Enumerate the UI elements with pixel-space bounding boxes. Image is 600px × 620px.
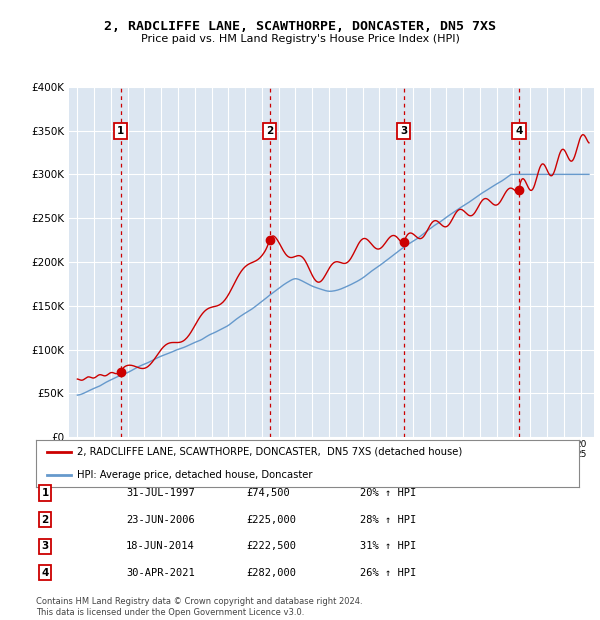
Text: 1: 1	[41, 488, 49, 498]
Text: 26% ↑ HPI: 26% ↑ HPI	[360, 568, 416, 578]
Text: 31-JUL-1997: 31-JUL-1997	[126, 488, 195, 498]
Text: 20% ↑ HPI: 20% ↑ HPI	[360, 488, 416, 498]
Text: 3: 3	[41, 541, 49, 551]
Text: 23-JUN-2006: 23-JUN-2006	[126, 515, 195, 525]
Text: 1: 1	[117, 126, 124, 136]
Text: 31% ↑ HPI: 31% ↑ HPI	[360, 541, 416, 551]
Text: 2: 2	[41, 515, 49, 525]
Text: Price paid vs. HM Land Registry's House Price Index (HPI): Price paid vs. HM Land Registry's House …	[140, 34, 460, 44]
Text: HPI: Average price, detached house, Doncaster: HPI: Average price, detached house, Donc…	[77, 470, 312, 480]
Text: 30-APR-2021: 30-APR-2021	[126, 568, 195, 578]
Text: 18-JUN-2014: 18-JUN-2014	[126, 541, 195, 551]
Text: £225,000: £225,000	[246, 515, 296, 525]
Text: 2, RADCLIFFE LANE, SCAWTHORPE, DONCASTER, DN5 7XS: 2, RADCLIFFE LANE, SCAWTHORPE, DONCASTER…	[104, 20, 496, 33]
Text: 4: 4	[515, 126, 523, 136]
Text: 28% ↑ HPI: 28% ↑ HPI	[360, 515, 416, 525]
Text: £222,500: £222,500	[246, 541, 296, 551]
Text: 3: 3	[400, 126, 407, 136]
Text: 4: 4	[41, 568, 49, 578]
Text: Contains HM Land Registry data © Crown copyright and database right 2024.
This d: Contains HM Land Registry data © Crown c…	[36, 598, 362, 617]
Text: 2: 2	[266, 126, 274, 136]
Text: £74,500: £74,500	[246, 488, 290, 498]
Text: £282,000: £282,000	[246, 568, 296, 578]
Text: 2, RADCLIFFE LANE, SCAWTHORPE, DONCASTER,  DN5 7XS (detached house): 2, RADCLIFFE LANE, SCAWTHORPE, DONCASTER…	[77, 447, 462, 457]
